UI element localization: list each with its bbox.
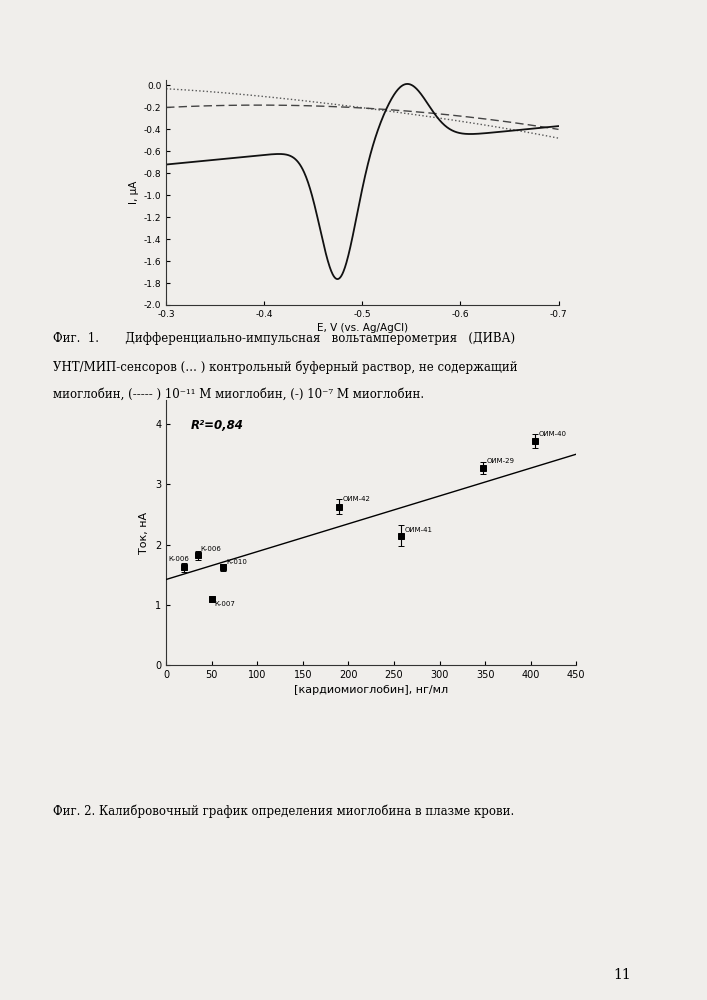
- Text: К-006: К-006: [201, 546, 222, 552]
- Text: ОИМ-41: ОИМ-41: [405, 526, 433, 532]
- Text: R²=0,84: R²=0,84: [191, 419, 244, 432]
- Y-axis label: Ток, нА: Ток, нА: [139, 511, 149, 554]
- Text: К-007: К-007: [214, 601, 235, 607]
- Text: УНТ/МИП-сенсоров (… ) контрольный буферный раствор, не содержащий: УНТ/МИП-сенсоров (… ) контрольный буферн…: [53, 360, 518, 373]
- Text: Фиг. 2. Калибровочный график определения миоглобина в плазме крови.: Фиг. 2. Калибровочный график определения…: [53, 805, 514, 818]
- X-axis label: [кардиомиоглобин], нг/мл: [кардиомиоглобин], нг/мл: [294, 685, 448, 695]
- Text: миоглобин, (----- ) 10: миоглобин, (----- ) 10: [0, 999, 1, 1000]
- Text: миоглобин, (----- ) 10: миоглобин, (----- ) 10: [0, 999, 1, 1000]
- Text: 11: 11: [613, 968, 631, 982]
- Text: ОИМ-40: ОИМ-40: [539, 431, 567, 437]
- Text: миоглобин, (----- ) 10⁻¹¹ М миоглобин, (-) 10⁻⁷ М миоглобин.: миоглобин, (----- ) 10⁻¹¹ М миоглобин, (…: [53, 388, 424, 401]
- Y-axis label: I, μA: I, μA: [129, 181, 139, 204]
- Text: ОИМ-29: ОИМ-29: [487, 458, 515, 464]
- X-axis label: E, V (vs. Ag/AgCl): E, V (vs. Ag/AgCl): [317, 323, 408, 333]
- Text: К-010: К-010: [226, 559, 247, 565]
- Text: К-006: К-006: [168, 556, 189, 562]
- Text: ОИМ-42: ОИМ-42: [343, 496, 370, 502]
- Text: Фиг.  1.       Дифференциально-импульсная   вольтамперометрия   (ДИВА): Фиг. 1. Дифференциально-импульсная вольт…: [53, 332, 515, 345]
